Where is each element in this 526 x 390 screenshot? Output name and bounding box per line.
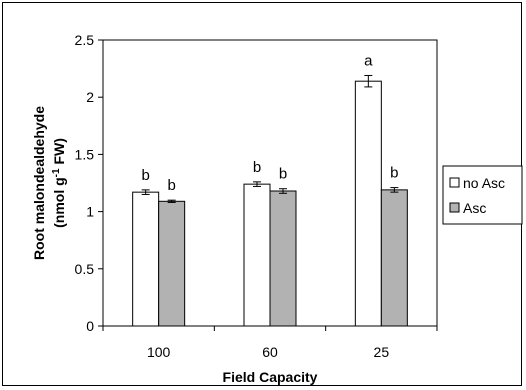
y-tick-label: 1 (86, 204, 94, 220)
x-tick-label: 60 (262, 344, 278, 360)
legend-label-asc: Asc (463, 200, 486, 216)
legend-box (442, 165, 523, 225)
bar (243, 183, 271, 327)
y-tick-label: 0 (86, 318, 94, 334)
y-axis-title-line2: (nmol g-1 FW) (51, 138, 67, 228)
legend-swatch-no-asc (449, 177, 460, 188)
significance-letter: b (167, 177, 175, 194)
y-tick-label: 1.5 (75, 146, 95, 162)
bar (269, 190, 297, 327)
bar (354, 80, 382, 327)
significance-letter: b (279, 166, 287, 183)
legend: no Asc Asc (442, 165, 523, 225)
bar (158, 200, 186, 327)
y-axis-title-line1: Root malondealdehyde (31, 106, 47, 260)
significance-letter: b (390, 165, 398, 182)
significance-letter: b (253, 159, 261, 176)
y-tick-label: 2 (86, 89, 94, 105)
legend-swatch-asc (449, 202, 460, 213)
x-tick-label: 100 (147, 344, 171, 360)
legend-label-no-asc: no Asc (463, 175, 505, 191)
significance-letter: b (141, 167, 149, 184)
x-axis-title: Field Capacity (223, 369, 318, 385)
y-tick-label: 0.5 (75, 261, 95, 277)
x-tick-label: 25 (374, 344, 390, 360)
bar (380, 189, 408, 327)
y-tick-label: 2.5 (75, 32, 95, 48)
significance-letter: a (364, 52, 373, 69)
bar (132, 191, 160, 327)
